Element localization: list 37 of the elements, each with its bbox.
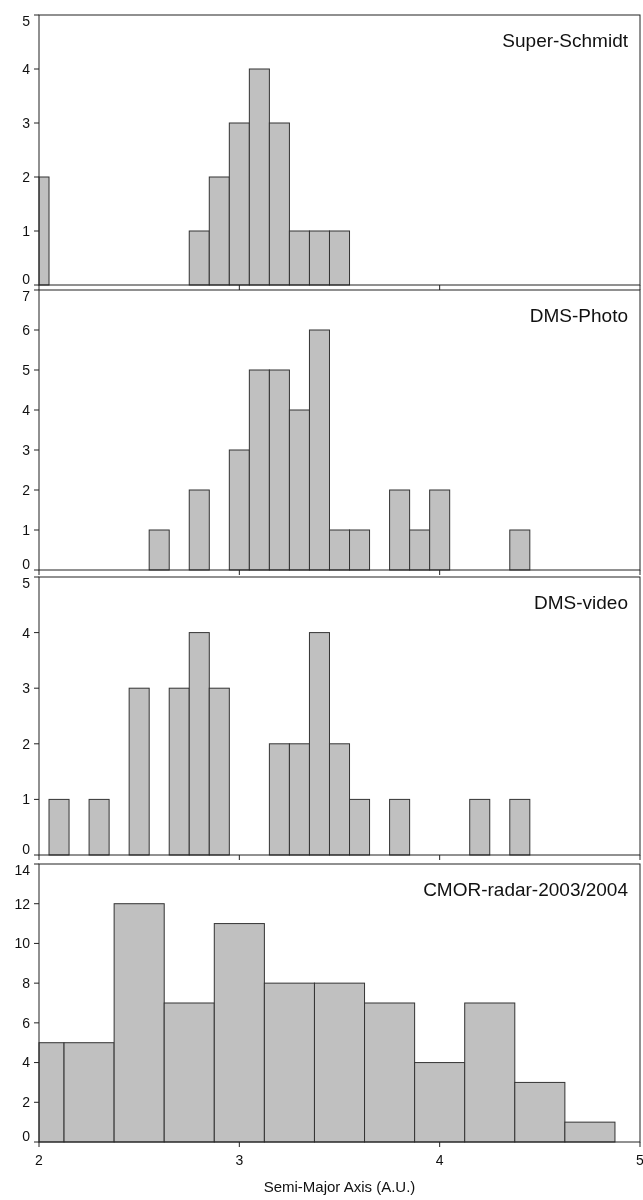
text: Super-Schmidt: [502, 30, 629, 51]
text: DMS-Photo: [529, 305, 628, 326]
x-tick-label: 5: [636, 1152, 643, 1168]
y-tick-label: 3: [22, 680, 31, 697]
y-tick-label: 2: [22, 735, 31, 752]
y-tick-label: 0: [22, 1127, 31, 1144]
x-axis-title: Semi-Major Axis (A.U.): [263, 1178, 416, 1195]
x-tick-label: 3: [235, 1152, 244, 1168]
y-tick-label: 0: [22, 840, 31, 857]
y-tick-label: 14: [14, 861, 31, 878]
y-tick-label: 1: [22, 521, 31, 538]
y-tick-label: 7: [22, 287, 31, 304]
y-tick-label: 5: [22, 361, 31, 378]
y-tick-label: 12: [14, 895, 31, 912]
y-tick-label: 3: [22, 114, 31, 131]
y-tick-label: 6: [22, 1014, 31, 1031]
y-tick-label: 4: [22, 60, 31, 77]
y-tick-label: 0: [22, 555, 31, 572]
text: CMOR-radar-2003/2004: [423, 879, 629, 900]
y-tick-label: 5: [22, 12, 31, 29]
y-tick-label: 0: [22, 270, 31, 287]
y-tick-label: 6: [22, 321, 31, 338]
text: DMS-video: [534, 592, 628, 613]
x-tick-label: 4: [435, 1152, 444, 1168]
y-tick-label: 1: [22, 791, 31, 808]
y-tick-label: 4: [22, 624, 31, 641]
y-tick-label: 2: [22, 1094, 31, 1111]
y-tick-label: 2: [22, 481, 31, 498]
x-tick-label: 2: [35, 1152, 44, 1168]
y-tick-label: 5: [22, 574, 31, 591]
y-tick-label: 4: [22, 401, 31, 418]
y-tick-label: 1: [22, 222, 31, 239]
y-tick-label: 4: [22, 1054, 31, 1071]
y-tick-label: 10: [14, 935, 31, 952]
y-tick-label: 2: [22, 168, 31, 185]
y-tick-label: 8: [22, 975, 31, 992]
y-tick-label: 3: [22, 441, 31, 458]
